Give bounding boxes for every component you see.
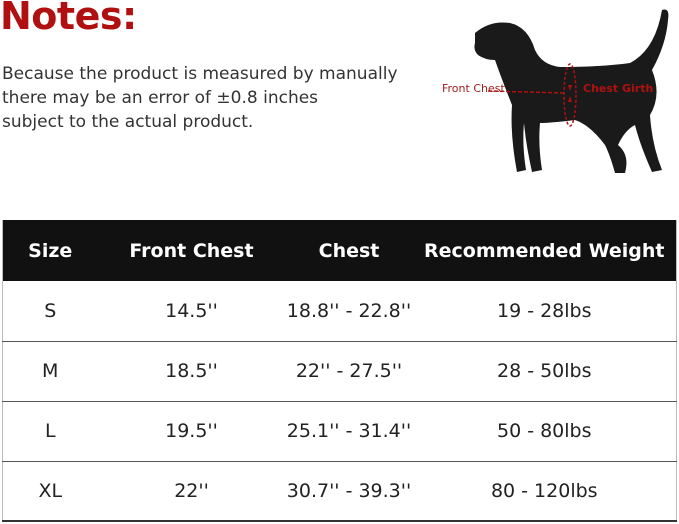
cell-size: M	[2, 341, 98, 402]
cell-front-chest: 22''	[97, 461, 286, 522]
cell-chest: 25.1'' - 31.4''	[285, 401, 413, 462]
table-header-row: Size Front Chest Chest Recommended Weigh…	[2, 220, 677, 281]
cell-weight: 50 - 80lbs	[412, 401, 677, 462]
header-recommended-weight: Recommended Weight	[412, 220, 677, 281]
notes-title: Notes:	[0, 0, 137, 38]
chest-girth-label: Chest Girth	[583, 82, 653, 95]
header-size: Size	[2, 220, 98, 281]
size-chart-table: Size Front Chest Chest Recommended Weigh…	[2, 220, 677, 522]
table-row: XL 22'' 30.7'' - 39.3'' 80 - 120lbs	[2, 461, 677, 522]
front-chest-label: Front Chest	[442, 82, 505, 95]
table-row: M 18.5'' 22'' - 27.5'' 28 - 50lbs	[2, 341, 677, 402]
header-front-chest: Front Chest	[97, 220, 286, 281]
dog-silhouette-icon	[474, 9, 669, 173]
note-line: there may be an error of ±0.8 inches	[2, 88, 319, 108]
header-chest: Chest	[285, 220, 413, 281]
cell-front-chest: 14.5''	[97, 281, 286, 342]
chest-girth-ring	[563, 63, 577, 127]
note-line: subject to the actual product.	[2, 112, 254, 132]
cell-weight: 28 - 50lbs	[412, 341, 677, 402]
cell-weight: 80 - 120lbs	[412, 461, 677, 522]
cell-size: S	[2, 281, 98, 342]
table-row: L 19.5'' 25.1'' - 31.4'' 50 - 80lbs	[2, 401, 677, 462]
cell-front-chest: 19.5''	[97, 401, 286, 462]
cell-front-chest: 18.5''	[97, 341, 286, 402]
table-row: S 14.5'' 18.8'' - 22.8'' 19 - 28lbs	[2, 281, 677, 342]
cell-chest: 18.8'' - 22.8''	[285, 281, 413, 342]
note-line: Because the product is measured by manua…	[2, 64, 398, 84]
notes-text: Because the product is measured by manua…	[2, 62, 432, 134]
front-chest-arrow	[487, 90, 567, 94]
cell-weight: 19 - 28lbs	[412, 281, 677, 342]
cell-chest: 22'' - 27.5''	[285, 341, 413, 402]
cell-size: XL	[2, 461, 98, 522]
dog-measurement-diagram: Front Chest Chest Girth	[442, 9, 669, 173]
cell-size: L	[2, 401, 98, 462]
cell-chest: 30.7'' - 39.3''	[285, 461, 413, 522]
